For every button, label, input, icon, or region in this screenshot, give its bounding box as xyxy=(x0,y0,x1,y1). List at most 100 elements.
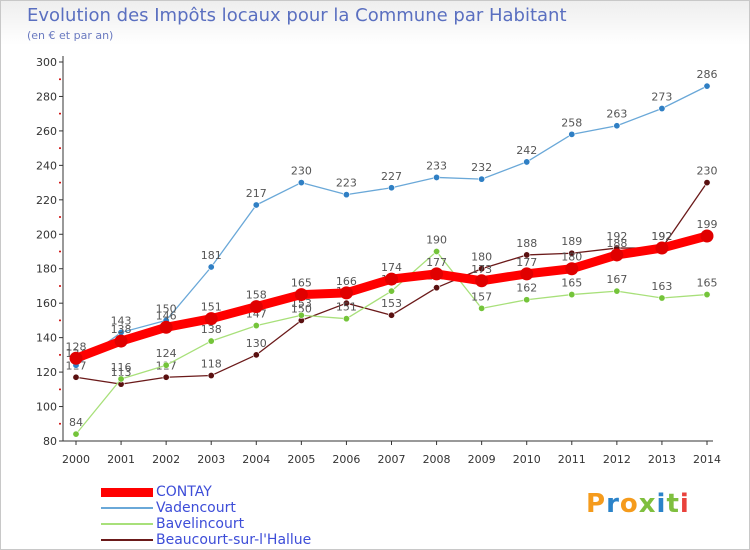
data-point-vadencourt xyxy=(207,263,215,271)
data-point-contay xyxy=(114,334,128,348)
x-tick-label: 2013 xyxy=(648,453,676,466)
data-label-vadencourt: 273 xyxy=(651,91,672,104)
data-label-contay: 177 xyxy=(426,256,447,269)
data-label-vadencourt: 230 xyxy=(291,165,312,178)
data-point-bavelincourt xyxy=(342,315,350,323)
data-label-beaucourt-sur-l-hallue: 118 xyxy=(201,358,222,371)
data-point-contay xyxy=(204,312,218,326)
data-label-vadencourt: 286 xyxy=(697,68,718,81)
y-minor-tick xyxy=(59,319,61,322)
data-label-bavelincourt: 157 xyxy=(471,290,492,303)
x-tick-label: 2000 xyxy=(62,453,90,466)
data-label-bavelincourt: 167 xyxy=(606,273,627,286)
data-point-contay xyxy=(430,267,444,281)
data-point-contay xyxy=(249,300,263,314)
y-tick-label: 160 xyxy=(36,297,57,310)
data-point-beaucourt-sur-l-hallue xyxy=(162,373,170,381)
proxiti-logo: Proxiti xyxy=(586,489,690,519)
data-label-contay: 192 xyxy=(651,230,672,243)
data-point-vadencourt xyxy=(478,175,486,183)
y-minor-tick xyxy=(59,78,61,81)
y-tick-label: 280 xyxy=(36,90,57,103)
data-point-contay xyxy=(700,229,714,243)
data-point-contay xyxy=(69,351,83,365)
data-label-contay: 174 xyxy=(381,261,402,274)
logo-letter: P xyxy=(586,489,607,519)
logo-letter: x xyxy=(638,489,657,519)
data-point-vadencourt xyxy=(297,179,305,187)
x-tick-label: 2004 xyxy=(242,453,270,466)
data-label-beaucourt-sur-l-hallue: 130 xyxy=(246,337,267,350)
legend-swatch xyxy=(101,507,153,509)
legend-swatch xyxy=(101,539,153,541)
data-label-vadencourt: 232 xyxy=(471,161,492,174)
data-point-contay xyxy=(339,286,353,300)
legend-label: Beaucourt-sur-l'Hallue xyxy=(156,532,312,548)
data-point-vadencourt xyxy=(523,158,531,166)
x-tick-label: 2006 xyxy=(332,453,360,466)
data-label-vadencourt: 233 xyxy=(426,159,447,172)
x-tick-label: 2011 xyxy=(558,453,586,466)
data-point-contay xyxy=(565,262,579,276)
y-minor-tick xyxy=(59,284,61,287)
data-point-beaucourt-sur-l-hallue xyxy=(703,179,711,187)
data-label-beaucourt-sur-l-hallue: 189 xyxy=(561,235,582,248)
y-minor-tick xyxy=(59,147,61,150)
data-point-contay xyxy=(655,241,669,255)
data-point-contay xyxy=(610,248,624,262)
x-tick-label: 2003 xyxy=(197,453,225,466)
data-label-vadencourt: 217 xyxy=(246,187,267,200)
data-label-beaucourt-sur-l-hallue: 230 xyxy=(697,165,718,178)
data-label-beaucourt-sur-l-hallue: 153 xyxy=(381,297,402,310)
x-tick-label: 2009 xyxy=(468,453,496,466)
data-point-beaucourt-sur-l-hallue xyxy=(523,251,531,259)
data-point-beaucourt-sur-l-hallue xyxy=(342,299,350,307)
data-point-bavelincourt xyxy=(478,304,486,312)
data-point-bavelincourt xyxy=(387,287,395,295)
data-label-contay: 199 xyxy=(697,218,718,231)
x-tick-label: 2014 xyxy=(693,453,721,466)
data-point-beaucourt-sur-l-hallue xyxy=(72,373,80,381)
data-point-contay xyxy=(385,272,398,286)
y-minor-tick xyxy=(59,216,61,219)
data-point-contay xyxy=(294,288,308,302)
data-point-vadencourt xyxy=(387,184,395,192)
data-label-bavelincourt: 165 xyxy=(697,277,718,290)
data-label-contay: 138 xyxy=(111,323,132,336)
x-tick-label: 2001 xyxy=(107,453,135,466)
y-tick-label: 260 xyxy=(36,125,57,138)
data-label-contay: 166 xyxy=(336,275,357,288)
y-tick-label: 140 xyxy=(36,332,57,345)
y-tick-label: 200 xyxy=(36,228,57,241)
data-label-contay: 151 xyxy=(201,301,222,314)
x-tick-label: 2007 xyxy=(378,453,406,466)
x-tick-label: 2002 xyxy=(152,453,180,466)
data-label-vadencourt: 181 xyxy=(201,249,222,262)
y-minor-tick xyxy=(59,388,61,391)
data-point-contay xyxy=(159,320,173,334)
data-point-vadencourt xyxy=(568,130,576,138)
data-label-contay: 128 xyxy=(66,340,87,353)
data-label-contay: 146 xyxy=(156,309,177,322)
data-point-vadencourt xyxy=(613,122,621,130)
data-point-vadencourt xyxy=(658,105,666,113)
data-label-vadencourt: 227 xyxy=(381,170,402,183)
y-minor-tick xyxy=(59,353,61,356)
logo-letter: o xyxy=(619,489,639,519)
legend-label: Vadencourt xyxy=(156,500,236,516)
data-label-contay: 158 xyxy=(246,289,267,302)
data-label-beaucourt-sur-l-hallue: 150 xyxy=(291,302,312,315)
legend-label: Bavelincourt xyxy=(156,516,245,532)
data-point-bavelincourt xyxy=(117,375,125,383)
data-point-bavelincourt xyxy=(297,311,305,319)
data-point-bavelincourt xyxy=(162,361,170,369)
data-label-bavelincourt: 116 xyxy=(111,361,132,374)
legend-label: CONTAY xyxy=(156,484,212,500)
data-point-beaucourt-sur-l-hallue xyxy=(433,284,441,292)
data-label-vadencourt: 223 xyxy=(336,177,357,190)
data-label-bavelincourt: 163 xyxy=(651,280,672,293)
logo-letter: i xyxy=(679,489,690,519)
y-minor-tick xyxy=(59,181,61,184)
data-point-bavelincourt xyxy=(72,430,80,438)
y-minor-tick xyxy=(59,112,61,115)
